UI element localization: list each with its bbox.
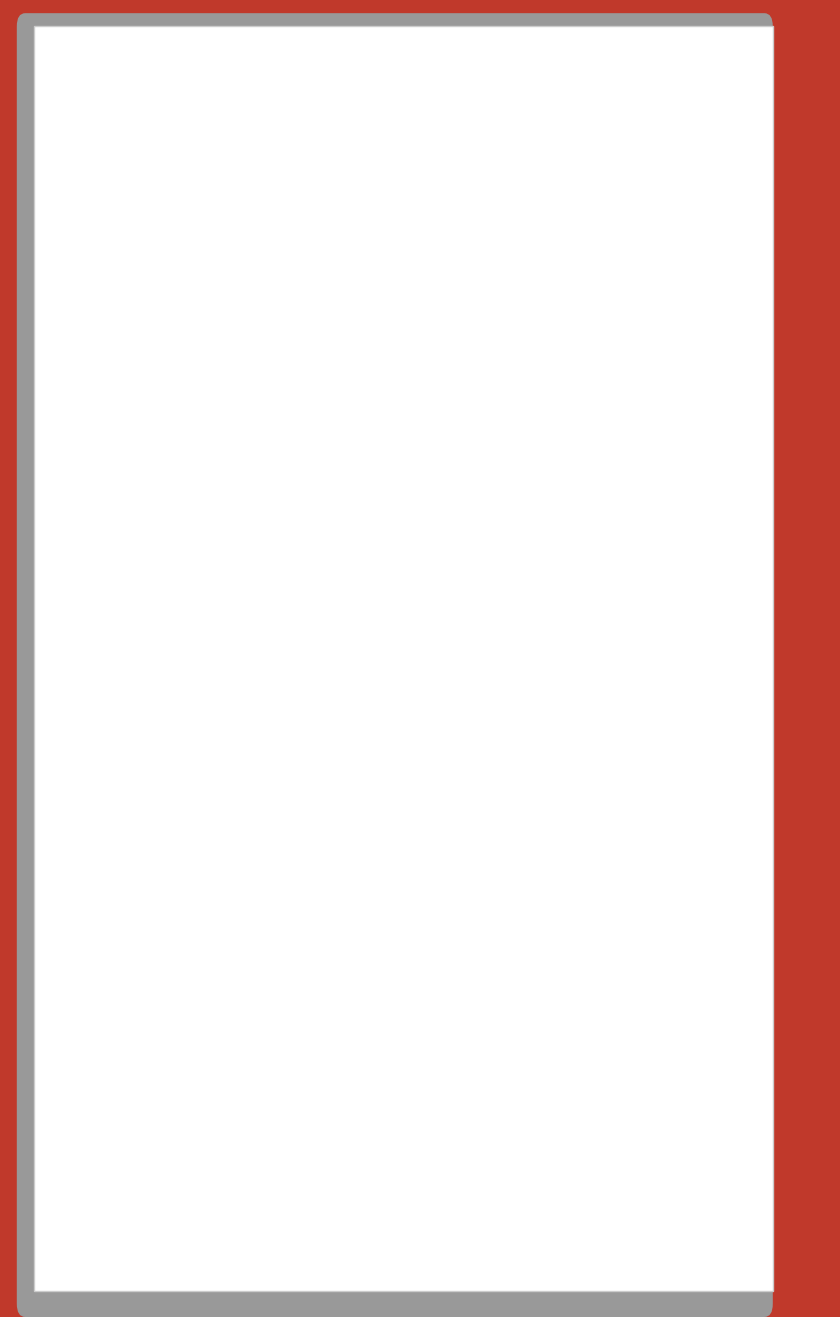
Text: (10)(8) (10)(10)½ = 50: (10)(8) (10)(10)½ = 50 bbox=[292, 670, 454, 685]
Text: 20: 20 bbox=[477, 809, 498, 827]
Y-axis label: Price: Price bbox=[81, 335, 92, 362]
Text: = -: = - bbox=[603, 781, 626, 795]
Text: 2015 AP® MICROECONOMICS FREE-RESPONSE QUESTIONS: 2015 AP® MICROECONOMICS FREE-RESPONSE QU… bbox=[198, 136, 608, 149]
Text: d) If instead the government restricts the market output to 10 units, calculate : d) If instead the government restricts t… bbox=[49, 647, 568, 657]
Text: Shortage - below equilibrium: Shortage - below equilibrium bbox=[218, 623, 399, 635]
Text: or perfectly inelastic?: or perfectly inelastic? bbox=[100, 755, 213, 764]
Text: =: = bbox=[448, 781, 460, 795]
Text: Microeconomics: Microeconomics bbox=[108, 54, 219, 67]
Bar bbox=[49, 45, 92, 116]
Text: (a) Calculate the total producer surplus at the market equilibrium price and qua: (a) Calculate the total producer surplus… bbox=[49, 532, 582, 541]
Text: Demand: Demand bbox=[289, 250, 336, 261]
Text: 20: 20 bbox=[359, 809, 380, 827]
Text: ──: ── bbox=[477, 792, 494, 806]
Text: 1. The graph below shows the market for widgets. The government is considering i: 1. The graph below shows the market for … bbox=[49, 159, 618, 169]
Text: -8: -8 bbox=[477, 770, 494, 789]
Text: (b) If the government imposes a price floor at $16, is there a shortage, a surpl: (b) If the government imposes a price fl… bbox=[49, 568, 578, 578]
Text: © Copyright Jacob Clifford 2020. Ultimate R: © Copyright Jacob Clifford 2020. Ultimat… bbox=[440, 1139, 654, 1148]
Text: -2: -2 bbox=[559, 770, 575, 789]
Text: a
h: a h bbox=[721, 153, 727, 175]
Bar bbox=[662, 116, 751, 130]
Text: ─────: ───── bbox=[344, 792, 386, 806]
Text: ──: ── bbox=[559, 792, 575, 806]
Text: ) Assume the price decreases from $20 to $12.: ) Assume the price decreases from $20 to… bbox=[49, 694, 275, 707]
Text: riod: riod bbox=[662, 113, 680, 124]
Text: 26
2d..
08: 26 2d.. 08 bbox=[115, 527, 134, 560]
Text: Part 3 - FRQ Practice: Complete the following question from the 2015 AP exam (Qu: Part 3 - FRQ Practice: Complete the foll… bbox=[49, 117, 529, 126]
Text: Teachers- Do NOT use this in your classroom. Contact me if you want to use this : Teachers- Do NOT use this in your classr… bbox=[92, 1177, 555, 1187]
Text: Supply: Supply bbox=[488, 266, 526, 275]
Text: 12-20: 12-20 bbox=[344, 770, 392, 789]
Text: 1/2(20)(20) = 200: 1/2(20)(20) = 200 bbox=[129, 514, 244, 527]
Text: A: A bbox=[66, 72, 76, 87]
Polygon shape bbox=[123, 357, 455, 507]
Text: Show your work.: Show your work. bbox=[78, 665, 165, 674]
Bar bbox=[49, 38, 566, 128]
X-axis label: Quantity: Quantity bbox=[365, 528, 412, 539]
Text: 5: 5 bbox=[566, 809, 576, 827]
Text: (ii)  In this price range, is demand perfectly elastic, relatively elastic, unit: (ii) In this price range, is demand perf… bbox=[49, 736, 553, 747]
Text: Unit 2 Practice Sheet: Unit 2 Practice Sheet bbox=[108, 76, 322, 95]
Text: =: = bbox=[529, 781, 542, 795]
Text: (i)   Calculate the price elasticity of demand. Show your work.: (i) Calculate the price elasticity of de… bbox=[49, 716, 371, 726]
Text: 1/2(20)(20) = 200: 1/2(20)(20) = 200 bbox=[314, 548, 434, 561]
Text: (c) If instead the government imposes a price ceiling at $12, is there a shortag: (c) If instead the government imposes a … bbox=[49, 605, 617, 615]
Text: Neither - non-binding: Neither - non-binding bbox=[240, 585, 374, 597]
